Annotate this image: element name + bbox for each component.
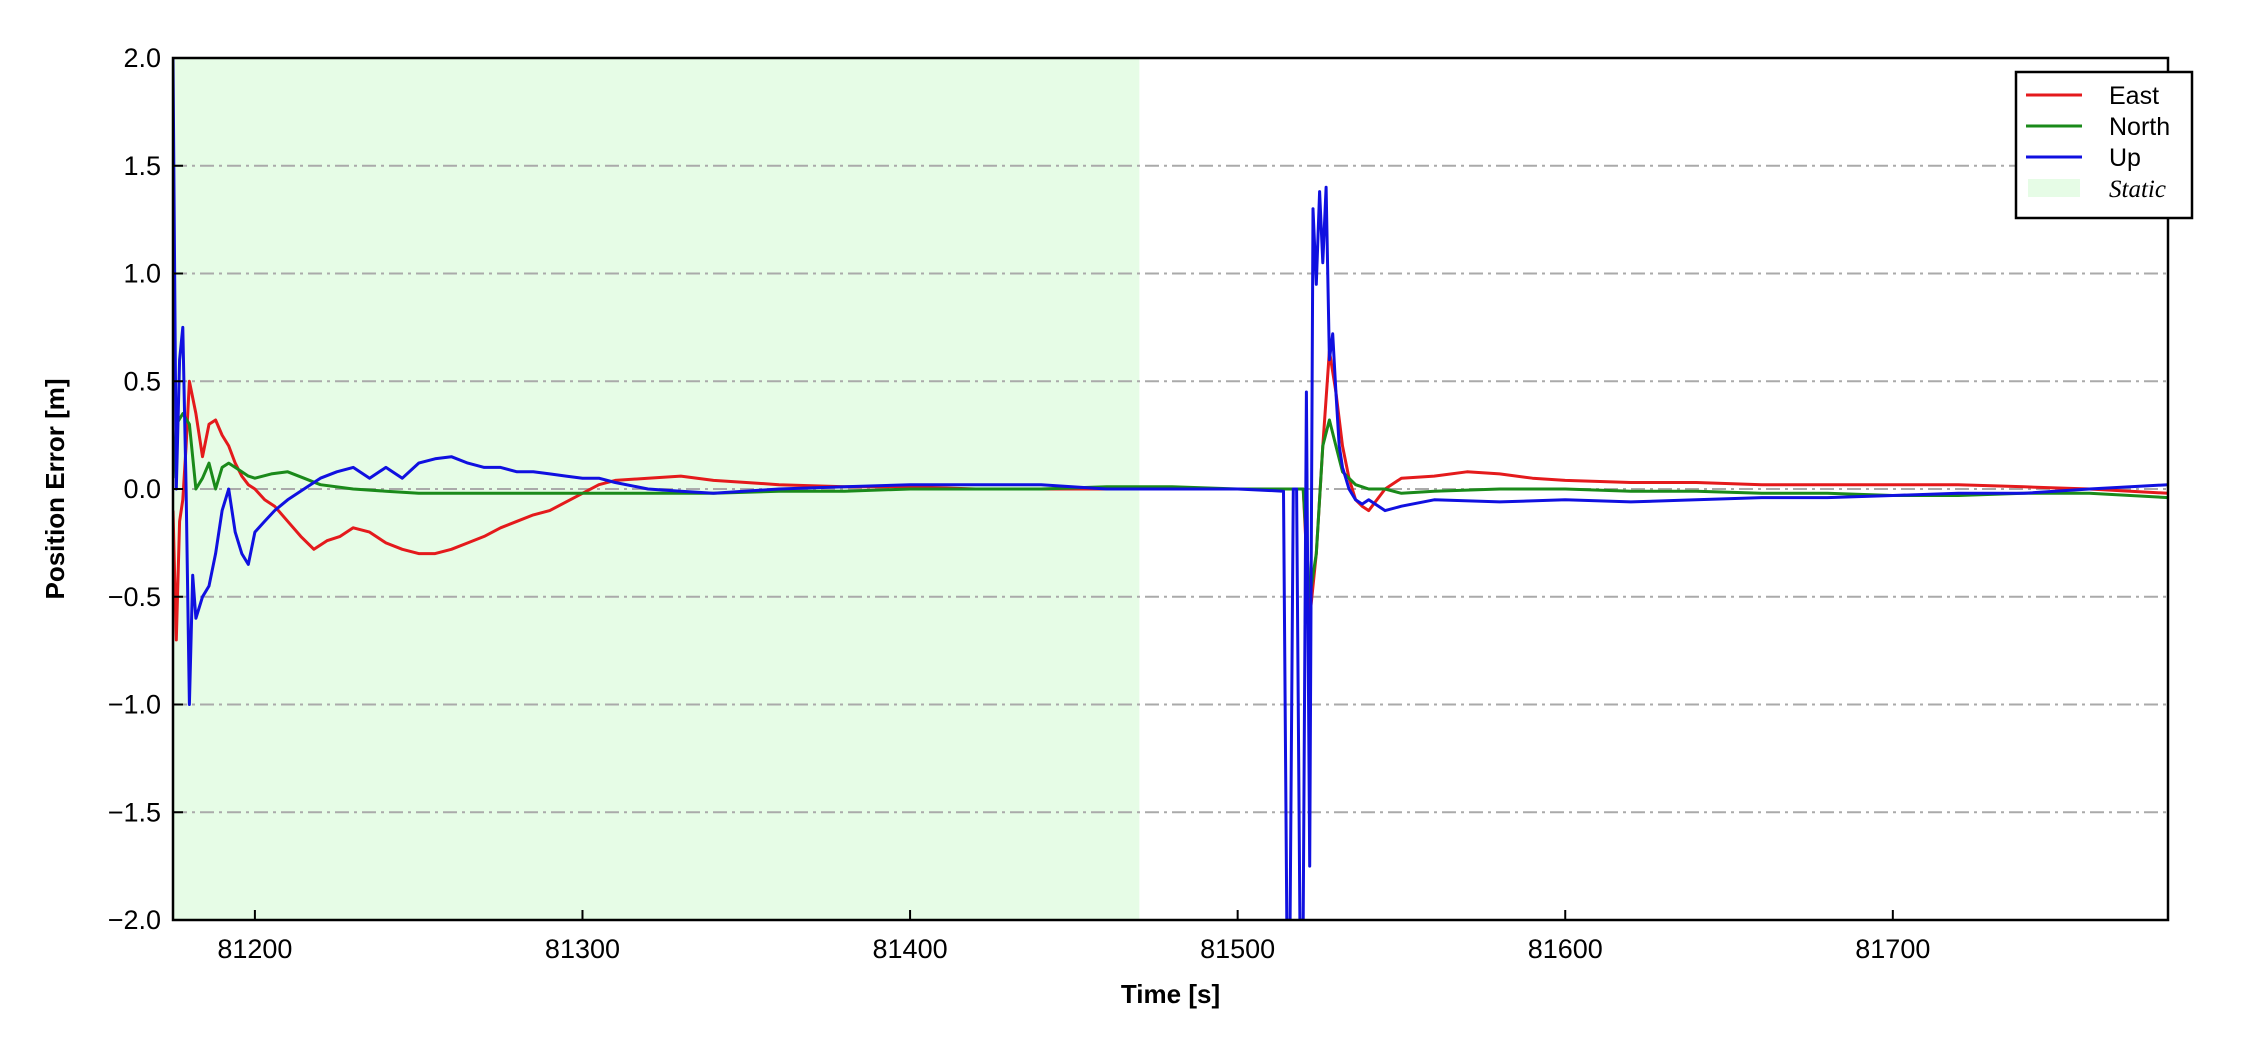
- legend: East North Up Static: [2014, 70, 2194, 220]
- y-tick-label: −0.5: [108, 582, 161, 612]
- x-tick-label: 81200: [217, 934, 292, 964]
- x-axis: 81200 81300 81400 81500 81600 81700: [217, 910, 1930, 964]
- legend-label-up: Up: [2109, 144, 2141, 172]
- series-line-north: [173, 412, 2168, 599]
- x-tick-label: 81400: [873, 934, 948, 964]
- grid: [173, 164, 2168, 814]
- x-tick-label: 81500: [1200, 934, 1275, 964]
- series-line-up: [173, 58, 2168, 920]
- legend-label-static: Static: [2109, 176, 2166, 203]
- y-tick-label: 2.0: [123, 43, 161, 73]
- x-axis-label: Time [s]: [1121, 979, 1220, 1009]
- y-tick-label: 0.0: [123, 474, 161, 504]
- y-tick-label: 1.0: [123, 259, 161, 289]
- x-tick-label: 81600: [1528, 934, 1603, 964]
- y-axis-label: Position Error [m]: [40, 378, 70, 599]
- y-tick-label: −1.5: [108, 797, 161, 827]
- legend-label-north: North: [2109, 113, 2170, 141]
- y-axis: 2.0 1.5 1.0 0.5 0.0 −0.5 −1.0 −1.5 −2.0: [108, 43, 183, 935]
- series-line-east: [173, 349, 2168, 642]
- y-tick-label: 0.5: [123, 366, 161, 396]
- y-tick-label: −2.0: [108, 905, 161, 935]
- x-tick-label: 81700: [1855, 934, 1930, 964]
- legend-swatch-static: [2028, 179, 2080, 197]
- y-tick-label: −1.0: [108, 690, 161, 720]
- legend-label-east: East: [2109, 82, 2159, 110]
- x-tick-label: 81300: [545, 934, 620, 964]
- series-layer: [173, 58, 2168, 920]
- y-tick-label: 1.5: [123, 151, 161, 181]
